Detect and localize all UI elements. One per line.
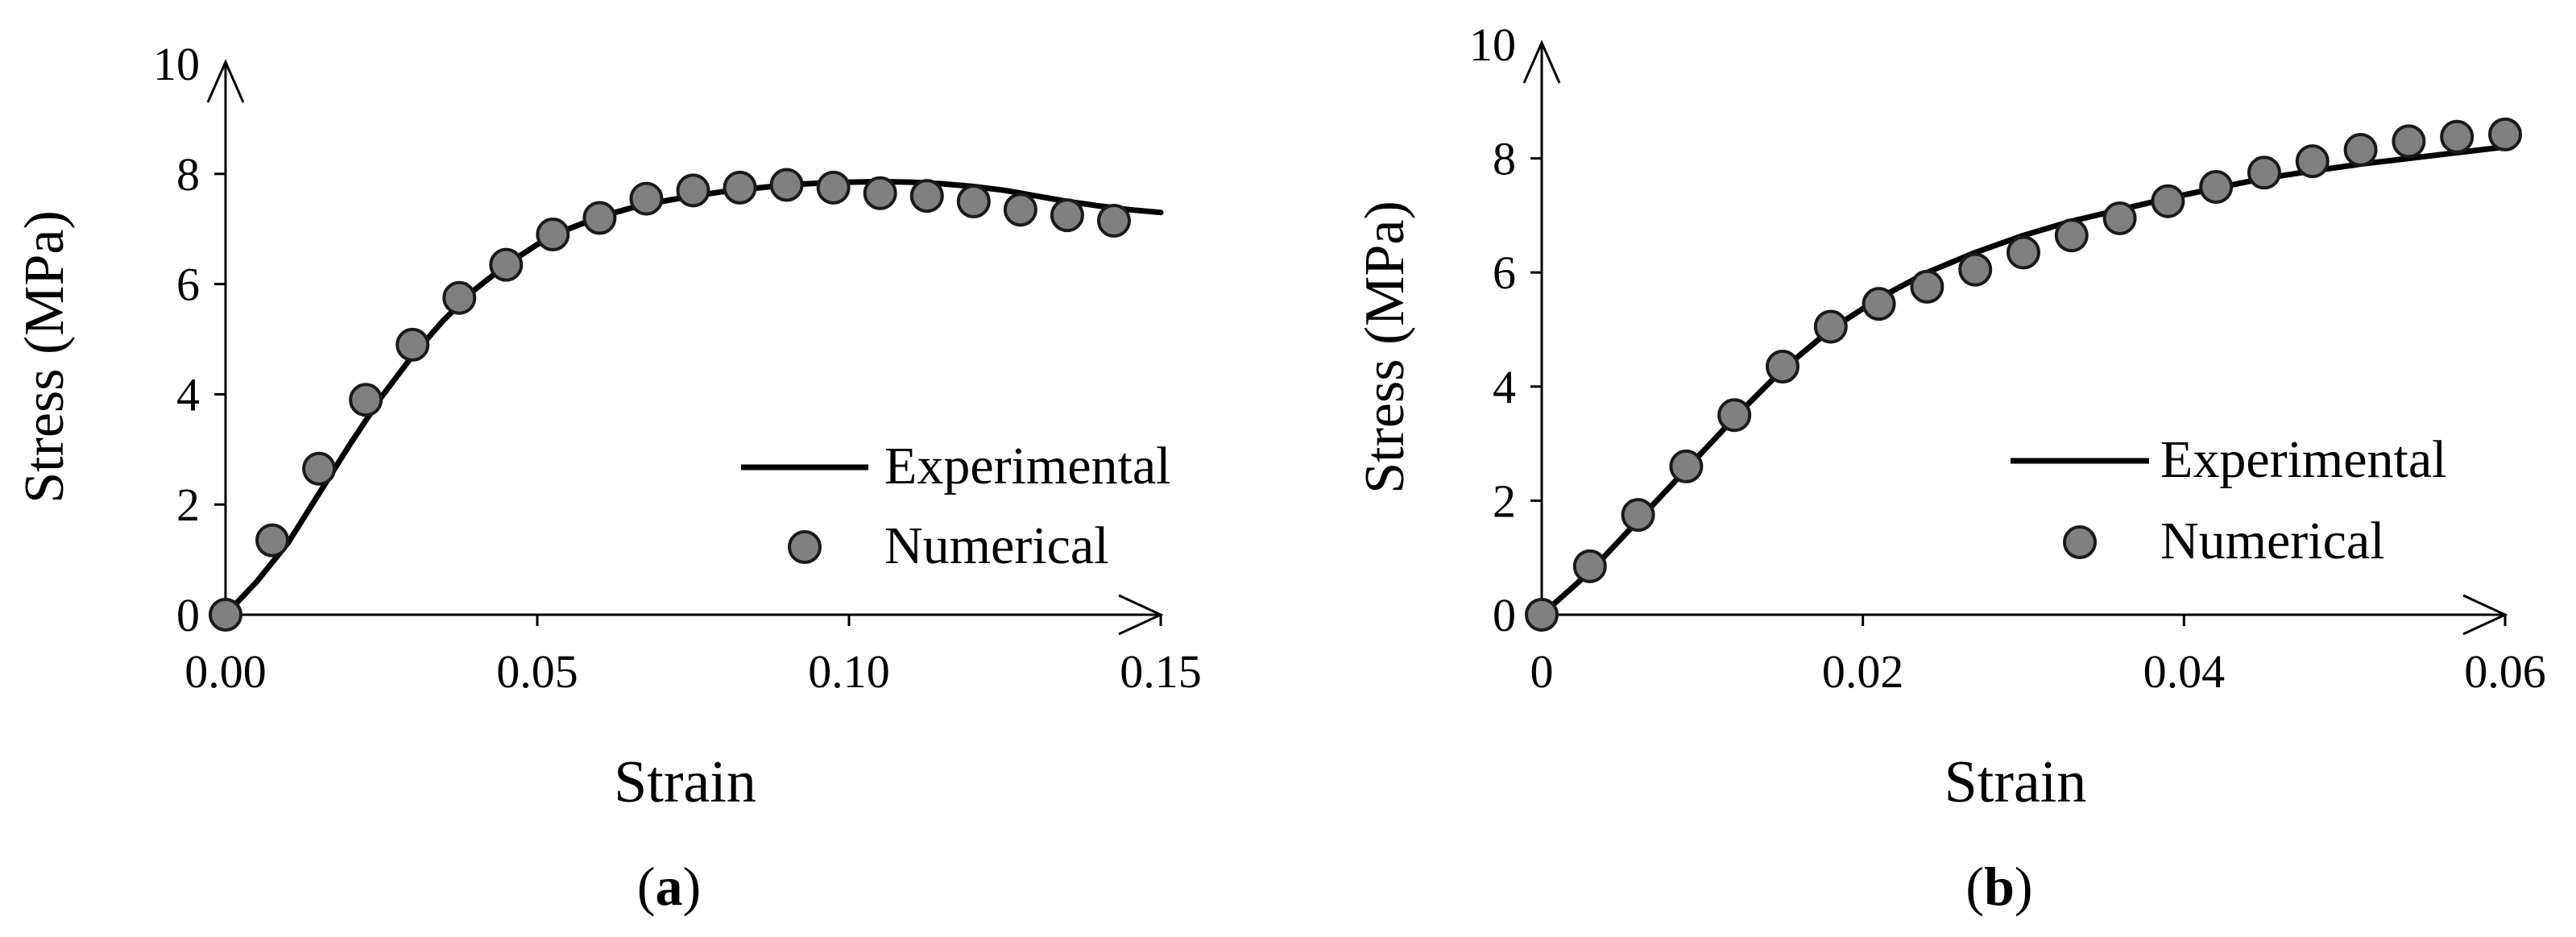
data-point-numerical xyxy=(909,179,944,214)
y-tick-label: 4 xyxy=(1493,361,1516,413)
data-point-numerical xyxy=(536,218,570,252)
data-point-numerical xyxy=(209,598,242,632)
data-point-numerical xyxy=(2247,155,2281,190)
x-tick-label: 0.00 xyxy=(184,645,267,698)
data-point-numerical xyxy=(1813,309,1848,344)
y-tick-label: 6 xyxy=(176,259,200,311)
data-point-numerical xyxy=(956,184,991,218)
data-point-numerical xyxy=(2392,124,2426,159)
data-point-numerical xyxy=(2151,184,2185,218)
x-tick-label: 0.04 xyxy=(2143,645,2226,698)
data-point-numerical xyxy=(302,451,337,486)
chart-panel-b: 0 2 4 6 8 10 0 0.02 0.04 0.06 Strain Stress (MPa) Ex… xyxy=(1354,19,2546,917)
y-tick-label: 8 xyxy=(176,148,200,201)
data-point-numerical xyxy=(1003,193,1037,227)
data-point-numerical xyxy=(255,523,290,558)
y-axis-arrow xyxy=(1522,39,1561,84)
legend-numerical-swatch xyxy=(788,530,822,564)
data-point-numerical xyxy=(396,327,430,362)
data-point-numerical xyxy=(2488,117,2522,151)
legend-experimental-label: Experimental xyxy=(2160,430,2447,489)
legend: Experimental Numerical xyxy=(2011,430,2447,570)
data-point-numerical xyxy=(629,181,664,216)
panel-label: (a) xyxy=(637,856,701,917)
data-point-numerical xyxy=(2440,119,2475,154)
data-point-numerical xyxy=(2295,144,2330,179)
data-point-numerical xyxy=(2054,218,2089,253)
y-tick-label: 6 xyxy=(1493,247,1516,299)
y-tick-label: 4 xyxy=(176,368,200,421)
series-experimental-line xyxy=(1539,143,2508,618)
data-point-numerical xyxy=(1910,269,1944,304)
data-point-numerical xyxy=(1862,287,1896,321)
data-point-numerical xyxy=(723,170,757,205)
x-tick-label: 0 xyxy=(1530,645,1554,698)
y-tick-label: 0 xyxy=(1493,589,1516,641)
data-point-numerical xyxy=(442,280,477,315)
x-axis-title: Strain xyxy=(1944,749,2087,815)
data-point-numerical xyxy=(2343,132,2378,167)
data-point-numerical xyxy=(349,383,383,417)
legend-experimental-label: Experimental xyxy=(884,437,1171,495)
y-tick-label: 2 xyxy=(176,479,200,531)
legend: Experimental Numerical xyxy=(741,437,1171,575)
panel-letter: a xyxy=(656,856,683,917)
data-point-numerical xyxy=(676,173,710,208)
data-point-numerical xyxy=(1096,203,1131,238)
panel-label: (b) xyxy=(1965,856,2032,917)
data-point-numerical xyxy=(769,168,804,202)
y-tick-label: 10 xyxy=(1469,19,1516,71)
y-tick-label: 0 xyxy=(176,589,200,641)
x-tick-label: 0.15 xyxy=(1120,645,1202,698)
data-point-numerical xyxy=(1525,598,1559,632)
x-axis-title: Strain xyxy=(614,749,756,815)
x-tick-label: 0.10 xyxy=(808,645,890,698)
legend-numerical-label: Numerical xyxy=(884,516,1109,575)
x-tick-label: 0.02 xyxy=(1822,645,1904,698)
y-axis-arrow xyxy=(206,59,245,103)
data-point-numerical xyxy=(816,170,851,205)
data-point-numerical xyxy=(489,247,524,282)
data-point-numerical xyxy=(1766,350,1799,384)
legend-numerical-swatch xyxy=(2063,525,2097,559)
y-tick-label: 2 xyxy=(1493,475,1516,527)
chart-panel-a: 0 2 4 6 8 10 0.00 0.05 0.10 0.15 Strain Stress (MPa… xyxy=(14,38,1202,917)
data-point-numerical xyxy=(863,176,897,210)
data-point-numerical xyxy=(1669,449,1704,483)
x-tick-label: 0.06 xyxy=(2464,645,2546,698)
legend-numerical-label: Numerical xyxy=(2160,512,2385,570)
data-point-numerical xyxy=(1717,398,1752,433)
y-tick-label: 8 xyxy=(1493,133,1516,185)
y-axis-title: Stress (MPa) xyxy=(1354,201,1416,494)
data-point-numerical xyxy=(1050,198,1084,233)
data-point-numerical xyxy=(1958,252,1993,287)
panel-letter: b xyxy=(1984,856,2015,917)
data-point-numerical xyxy=(1572,549,1607,583)
y-tick-label: 10 xyxy=(153,38,200,90)
data-point-numerical xyxy=(2102,201,2137,235)
data-point-numerical xyxy=(582,201,617,235)
x-tick-label: 0.05 xyxy=(496,645,578,698)
data-point-numerical xyxy=(2007,235,2040,270)
data-point-numerical xyxy=(1621,498,1655,533)
data-point-numerical xyxy=(2199,170,2234,204)
y-axis-title: Stress (MPa) xyxy=(14,210,76,504)
